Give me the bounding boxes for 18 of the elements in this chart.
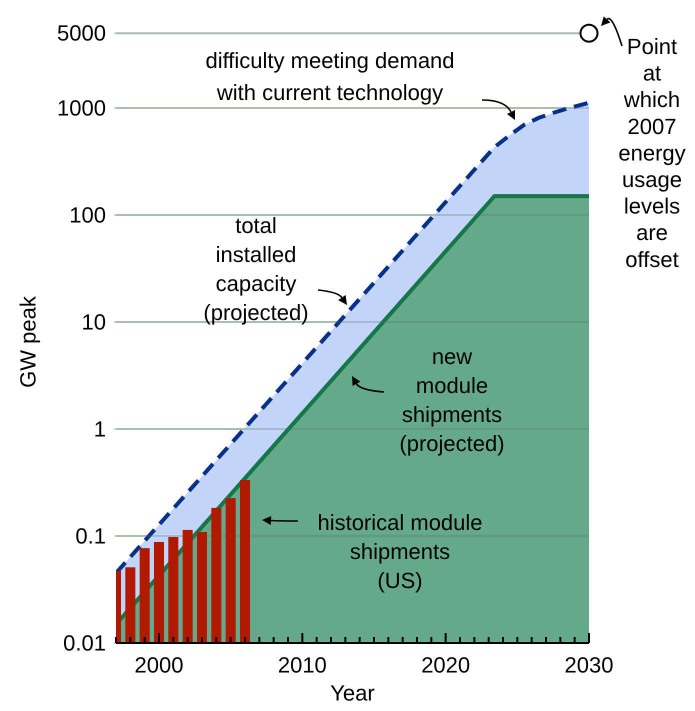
text: Point at which 2007 energy usage levels are offset [618, 34, 686, 272]
x-tick-label: 2020 [421, 652, 470, 678]
x-tick-label: 2030 [564, 652, 614, 678]
y-tick-label: 10 [82, 310, 106, 334]
x-tick-label: 2010 [278, 652, 327, 678]
y-tick-label: 5000 [57, 20, 106, 46]
annotation: difficulty meeting demand with current technology [205, 48, 455, 104]
annotation: historical module shipments (US) [317, 510, 483, 592]
y-tick-label: 1000 [57, 96, 106, 120]
y-tick-label: 0.01 [63, 630, 106, 656]
x-tick-label: 2000 [134, 652, 184, 678]
x-axis-title: Year [330, 680, 375, 706]
annotation: total installed capacity (projected) [203, 212, 309, 324]
y-tick-label: 1 [94, 416, 106, 442]
annotation: new module shipments (projected) [399, 344, 505, 456]
y-tick-label: 100 [69, 202, 106, 228]
y-tick-label: 0.1 [75, 524, 106, 548]
y-axis-title: GW peak [16, 295, 40, 388]
